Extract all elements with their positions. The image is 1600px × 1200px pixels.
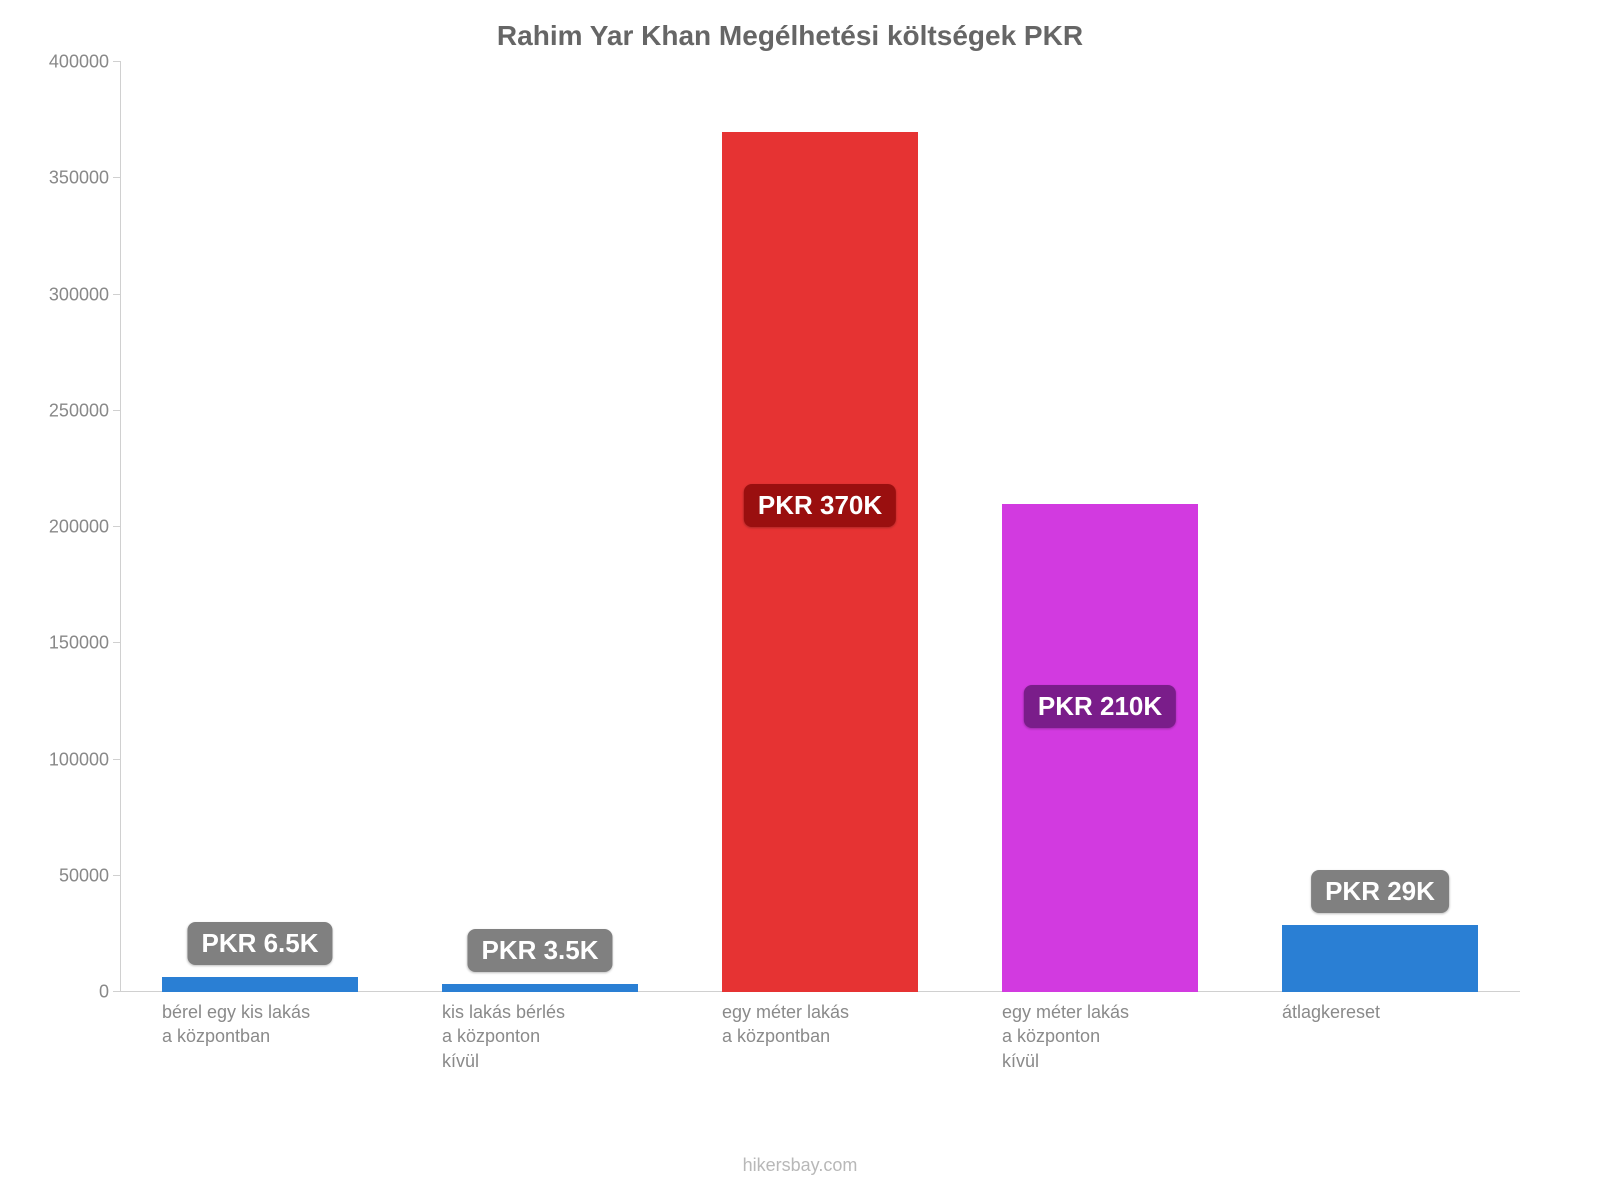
bar	[1002, 504, 1198, 992]
chart-container: Rahim Yar Khan Megélhetési költségek PKR…	[60, 20, 1520, 1100]
value-badge: PKR 6.5K	[187, 922, 332, 965]
y-tick-label: 400000	[49, 52, 121, 73]
bar-slot: PKR 29K	[1240, 62, 1520, 992]
x-category-label: kis lakás bérlésa központonkívül	[442, 1000, 668, 1073]
y-tick-label: 350000	[49, 168, 121, 189]
bars-layer: PKR 6.5K PKR 3.5K PKR 370K PKR 210K PKR 29K	[120, 62, 1520, 992]
bar-slot: PKR 370K	[680, 62, 960, 992]
bar	[722, 132, 918, 992]
x-category-label: bérel egy kis lakása központban	[162, 1000, 388, 1049]
chart-title: Rahim Yar Khan Megélhetési költségek PKR	[60, 20, 1520, 52]
y-tick-label: 100000	[49, 749, 121, 770]
bar-slot: PKR 6.5K	[120, 62, 400, 992]
bar	[1282, 925, 1478, 992]
credit-text: hikersbay.com	[743, 1155, 858, 1176]
bar-slot: PKR 210K	[960, 62, 1240, 992]
value-badge: PKR 3.5K	[467, 929, 612, 972]
y-tick-label: 50000	[59, 865, 121, 886]
x-category-label: egy méter lakása központban	[722, 1000, 948, 1049]
x-labels-layer: bérel egy kis lakása központban kis lakás…	[120, 1000, 1520, 1120]
value-badge: PKR 370K	[744, 484, 896, 527]
y-tick-label: 200000	[49, 517, 121, 538]
y-tick-label: 150000	[49, 633, 121, 654]
bar	[442, 984, 638, 992]
y-tick-label: 0	[99, 982, 121, 1003]
value-badge: PKR 29K	[1311, 870, 1449, 913]
value-badge: PKR 210K	[1024, 685, 1176, 728]
bar-slot: PKR 3.5K	[400, 62, 680, 992]
y-tick-label: 250000	[49, 400, 121, 421]
bar	[162, 977, 358, 992]
x-category-label: átlagkereset	[1282, 1000, 1508, 1024]
x-category-label: egy méter lakása központonkívül	[1002, 1000, 1228, 1073]
plot-area: 0500001000001500002000002500003000003500…	[120, 62, 1520, 1032]
y-tick-label: 300000	[49, 284, 121, 305]
